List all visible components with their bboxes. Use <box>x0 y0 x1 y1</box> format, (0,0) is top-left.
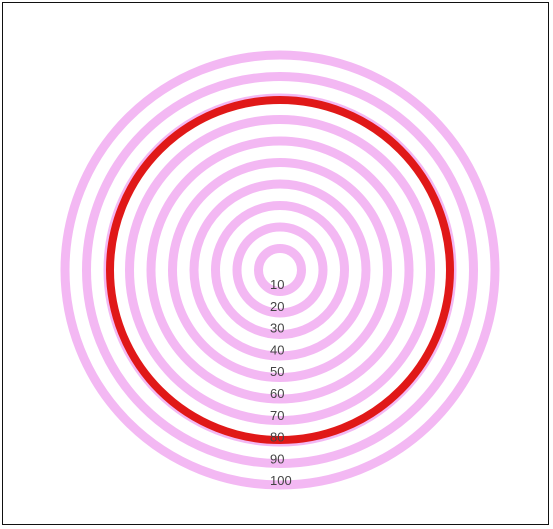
ring-label-40: 40 <box>270 342 284 357</box>
rings-group <box>60 50 500 490</box>
ring-label-70: 70 <box>270 408 284 423</box>
ring-100 <box>60 50 500 490</box>
ring-30 <box>211 201 349 339</box>
ring-label-50: 50 <box>270 364 284 379</box>
ring-60 <box>146 136 414 404</box>
ring-50 <box>168 158 392 382</box>
ring-label-100: 100 <box>270 473 292 488</box>
ring-20 <box>232 222 328 318</box>
ring-10 <box>254 244 306 296</box>
ring-label-30: 30 <box>270 321 284 336</box>
ring-40 <box>189 179 371 361</box>
ring-label-60: 60 <box>270 386 284 401</box>
ring-label-90: 90 <box>270 451 284 466</box>
ring-90 <box>82 72 478 468</box>
ring-label-20: 20 <box>270 299 284 314</box>
ring-label-10: 10 <box>270 277 284 292</box>
labels-group: 10 20 30 40 50 60 70 80 90 100 <box>270 277 292 488</box>
ring-label-80: 80 <box>270 430 284 445</box>
ring-70 <box>125 115 435 425</box>
highlighted-ring-80 <box>106 96 454 444</box>
